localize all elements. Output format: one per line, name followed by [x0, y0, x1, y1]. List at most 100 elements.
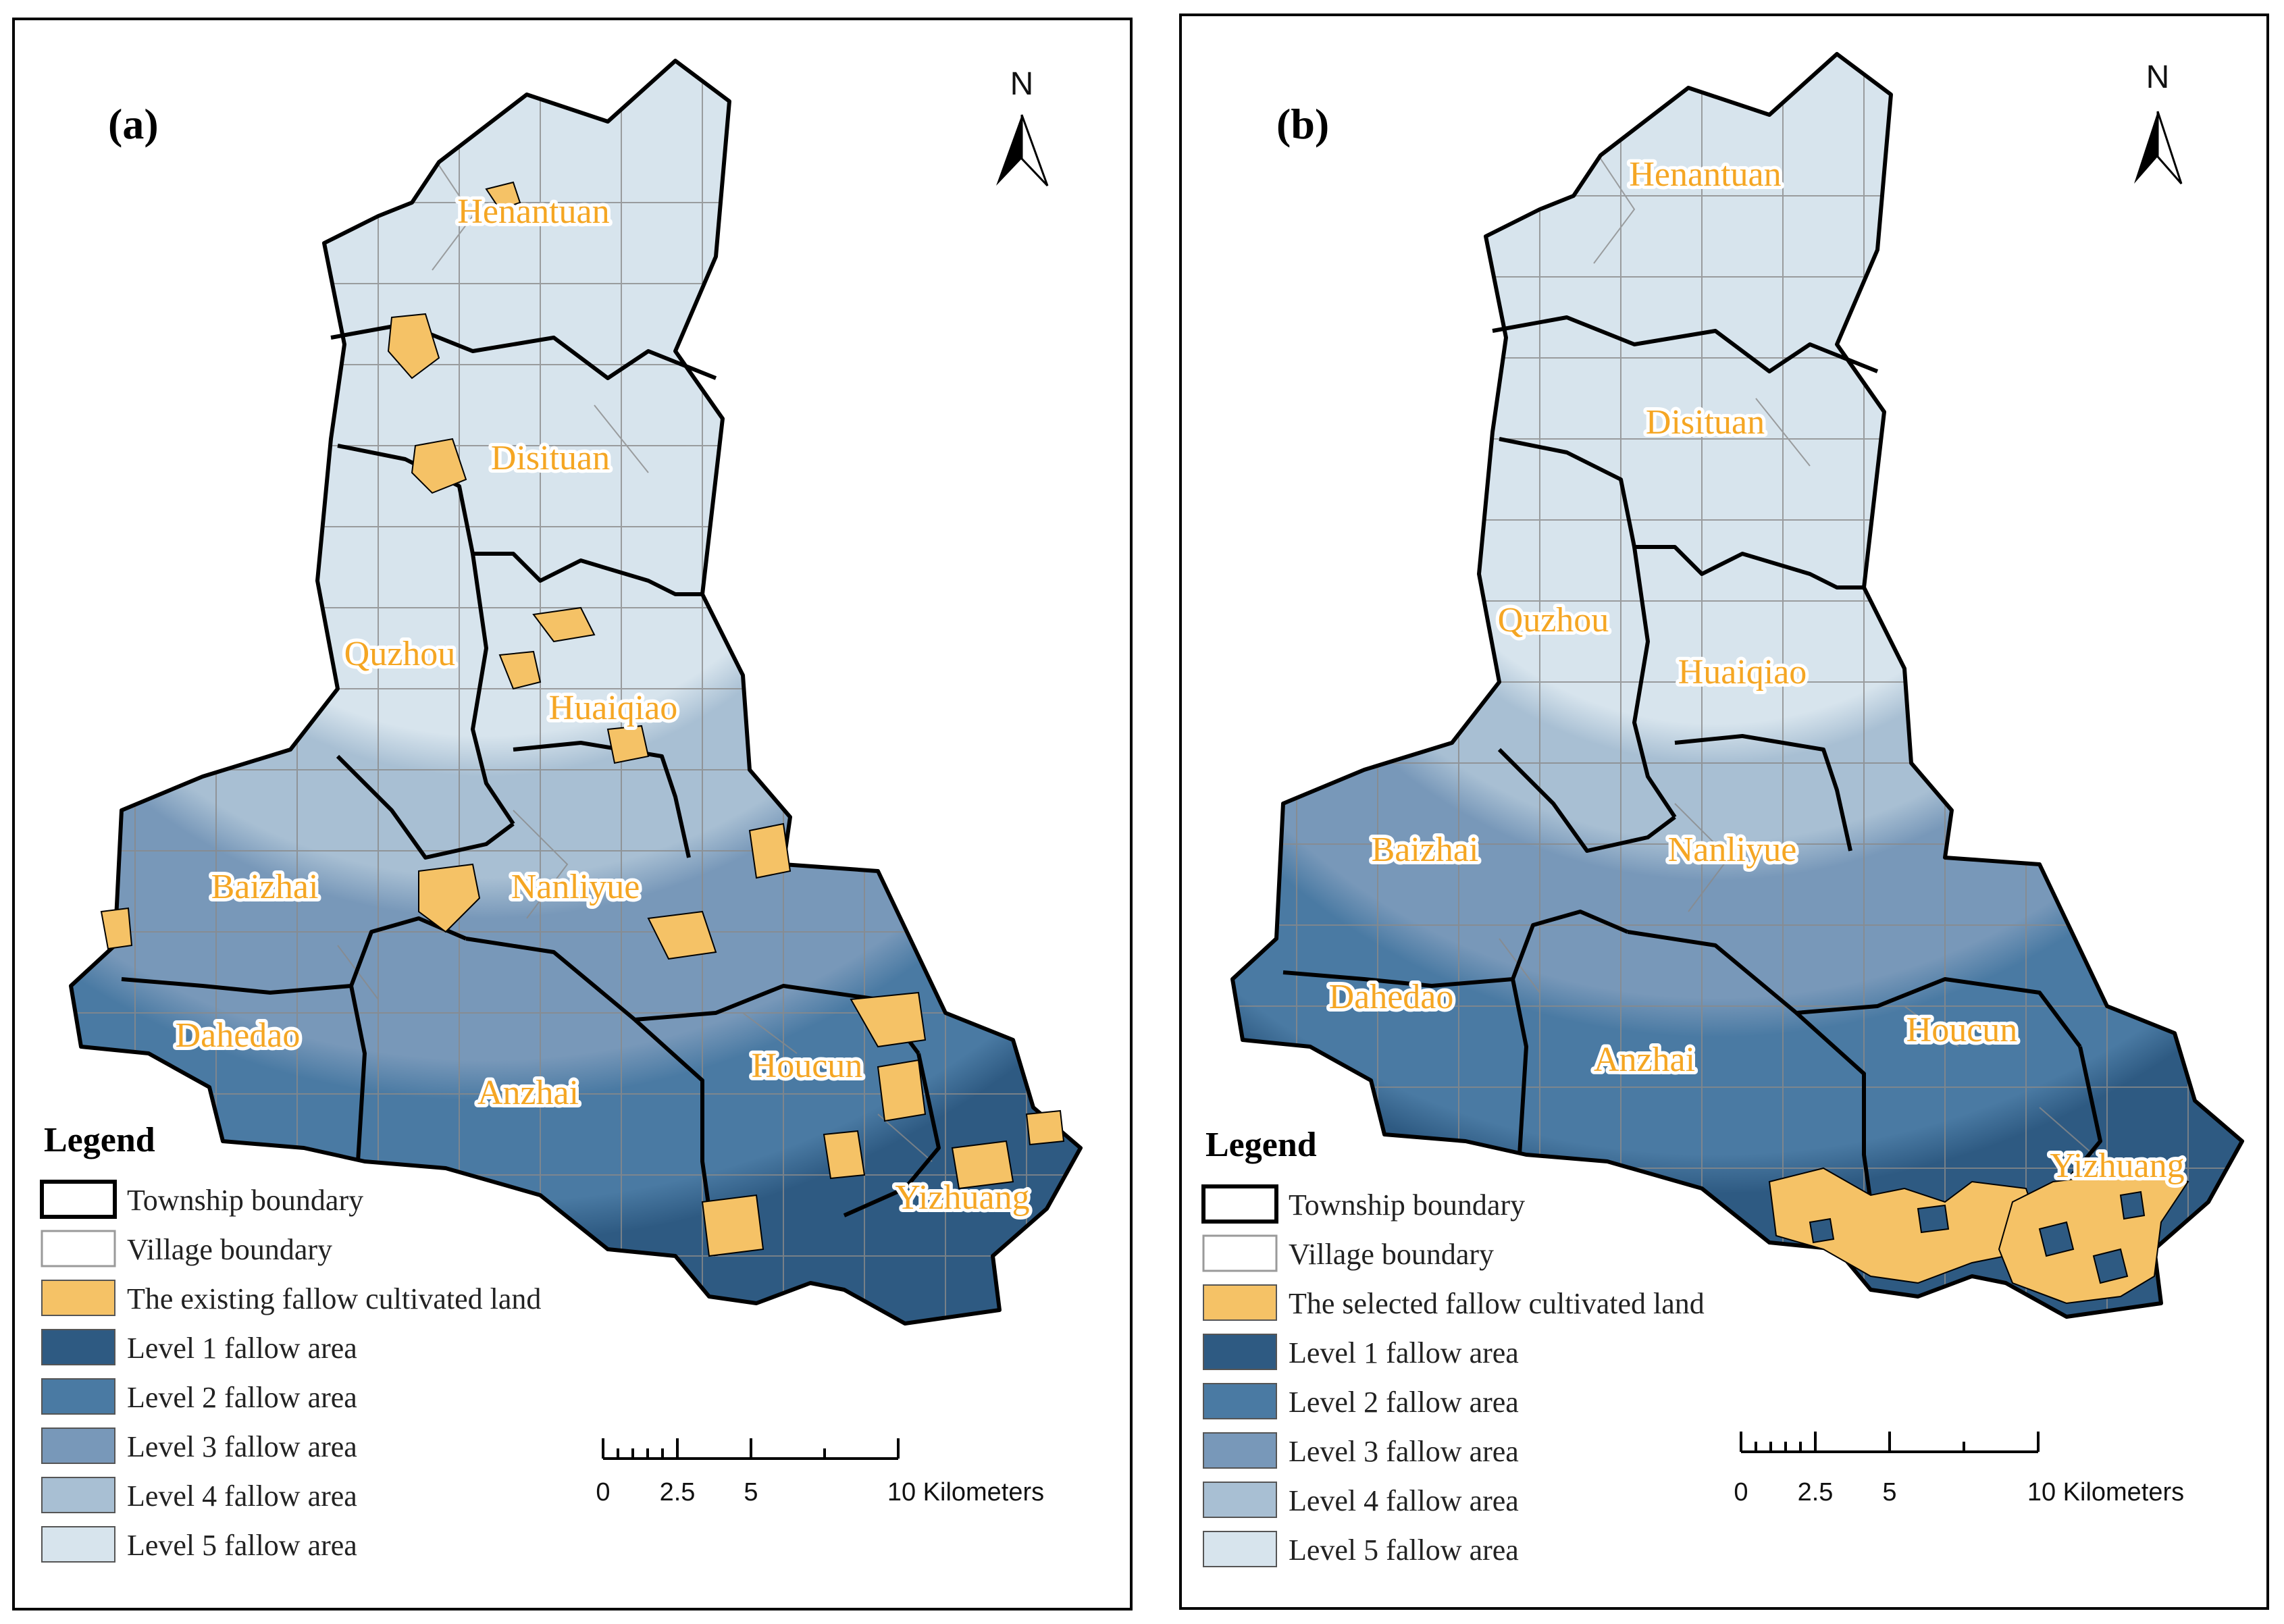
legend-a: Legend Township boundary Village boundar…: [40, 1121, 541, 1563]
legend-item: Level 2 fallow area: [1289, 1386, 1519, 1419]
fallow-patch: [951, 1140, 1014, 1190]
township-label: Dahedao: [1329, 978, 1454, 1016]
legend-swatch-level1: [41, 1329, 115, 1365]
legend-title: Legend: [44, 1121, 155, 1159]
panel-label-b: (b): [1276, 100, 1329, 148]
township-label: Disituan: [1646, 403, 1765, 442]
panel-a: Henantuan Disituan Quzhou Huaiqiao Baizh…: [12, 18, 1133, 1610]
fallow-patch: [647, 910, 717, 960]
township-label: Quzhou: [1498, 601, 1609, 639]
township-labels-b: Henantuan Disituan Quzhou Huaiqiao Baizh…: [1326, 152, 2188, 1188]
scale-labels-a: 0 2.5 5 10 Kilometers: [596, 1478, 1044, 1507]
township-labels-a: Henantuan Disituan Quzhou Huaiqiao Baizh…: [172, 189, 1033, 1220]
legend-swatch-township: [1201, 1184, 1278, 1224]
fallow-patch: [387, 313, 440, 379]
legend-swatch-village: [1202, 1234, 1278, 1272]
scale-tick-label: 10 Kilometers: [2027, 1478, 2184, 1507]
legend-item: Level 3 fallow area: [1289, 1435, 1519, 1468]
legend-item: Level 5 fallow area: [1289, 1534, 1519, 1567]
panel-b: Henantuan Disituan Quzhou Huaiqiao Baizh…: [1179, 14, 2269, 1610]
scale-tick-label: 5: [744, 1478, 758, 1507]
legend-swatch-level3: [1203, 1432, 1277, 1469]
fallow-patch: [701, 1194, 764, 1257]
legend-swatch-fallow: [41, 1280, 115, 1316]
north-label: N: [2146, 59, 2170, 95]
legend-b: Legend Township boundary Village boundar…: [1201, 1126, 1705, 1567]
township-label: Houcun: [752, 1047, 863, 1085]
north-arrow-icon: [996, 115, 1022, 186]
scale-tick-label: 10 Kilometers: [887, 1478, 1044, 1507]
fallow-patch: [485, 181, 521, 211]
fallow-patch: [823, 1130, 866, 1180]
north-arrow-icon: [2134, 111, 2158, 184]
legend-swatch-township: [40, 1180, 117, 1219]
panel-label-a: (a): [108, 100, 159, 148]
fallow-patch: [850, 991, 927, 1048]
legend-swatch-level5: [1203, 1531, 1277, 1567]
legend-swatch-level4: [1203, 1482, 1277, 1518]
legend-swatch-level3: [41, 1427, 115, 1464]
legend-item: Level 1 fallow area: [1289, 1336, 1519, 1369]
scale-labels-b: 0 2.5 5 10 Kilometers: [1734, 1478, 2184, 1507]
north-label: N: [1010, 66, 1034, 102]
fallow-patch: [532, 606, 596, 643]
scale-tick-label: 2.5: [660, 1478, 696, 1507]
township-label: Yizhuang: [895, 1178, 1029, 1217]
legend-item: The existing fallow cultivated land: [127, 1282, 541, 1315]
township-label: Nanliyue: [1668, 831, 1797, 869]
fallow-patch: [411, 438, 467, 494]
legend-item: Level 4 fallow area: [127, 1479, 357, 1513]
legend-swatch-level2: [1203, 1383, 1277, 1419]
legend-item: Township boundary: [1289, 1188, 1525, 1222]
legend-swatch-level2: [41, 1378, 115, 1415]
township-label: Baizhai: [1372, 831, 1479, 869]
scale-bar-b: [1740, 1432, 2040, 1453]
scale-tick-label: 5: [1882, 1478, 1896, 1507]
township-boundaries-b: [1232, 54, 2242, 1317]
township-label: Huaiqiao: [549, 689, 678, 727]
township-label: Yizhuang: [2050, 1147, 2184, 1185]
legend-title: Legend: [1205, 1126, 1317, 1164]
legend-item: The selected fallow cultivated land: [1289, 1287, 1705, 1320]
legend-item: Village boundary: [1289, 1238, 1494, 1271]
fallow-patch: [498, 650, 542, 690]
township-label: Nanliyue: [511, 868, 640, 906]
township-label: Henantuan: [457, 192, 609, 231]
scale-tick-label: 0: [1734, 1478, 1748, 1507]
fallow-patch: [748, 822, 791, 879]
legend-item: Level 3 fallow area: [127, 1430, 357, 1463]
township-label: Huaiqiao: [1678, 653, 1807, 691]
map-b: Henantuan Disituan Quzhou Huaiqiao Baizh…: [1229, 54, 2242, 1344]
scale-bar-a: [602, 1438, 900, 1460]
fallow-patch: [1025, 1109, 1065, 1146]
township-label: Baizhai: [211, 868, 319, 906]
legend-swatch-level5: [41, 1526, 115, 1563]
township-label: Dahedao: [176, 1016, 301, 1055]
north-arrow-a: N: [996, 66, 1049, 187]
legend-item: Level 4 fallow area: [1289, 1484, 1519, 1517]
township-label: Houcun: [1906, 1011, 2018, 1049]
township-label: Anzhai: [477, 1074, 579, 1112]
legend-item: Level 1 fallow area: [127, 1332, 357, 1365]
legend-item: Village boundary: [127, 1233, 332, 1266]
north-arrow-b: N: [2134, 59, 2183, 184]
level1-islands-b: [1809, 1190, 2146, 1284]
legend-item: Level 2 fallow area: [127, 1381, 357, 1414]
fallow-patch: [100, 907, 133, 950]
township-label: Disituan: [491, 439, 610, 477]
scale-tick-label: 0: [596, 1478, 610, 1507]
scale-tick-label: 2.5: [1798, 1478, 1834, 1507]
fallow-patch: [606, 725, 650, 764]
legend-item: Level 5 fallow area: [127, 1529, 357, 1562]
fallow-patch: [877, 1059, 927, 1122]
township-label: Henantuan: [1629, 155, 1781, 194]
legend-swatch-level4: [41, 1477, 115, 1513]
fallow-patch: [418, 863, 481, 933]
township-label: Quzhou: [344, 635, 456, 673]
legend-item: Township boundary: [127, 1184, 363, 1217]
legend-swatch-level1: [1203, 1334, 1277, 1370]
township-label: Anzhai: [1594, 1041, 1695, 1079]
fallow-patches-a: [100, 181, 1065, 1257]
map-a: Henantuan Disituan Quzhou Huaiqiao Baizh…: [68, 61, 1081, 1351]
